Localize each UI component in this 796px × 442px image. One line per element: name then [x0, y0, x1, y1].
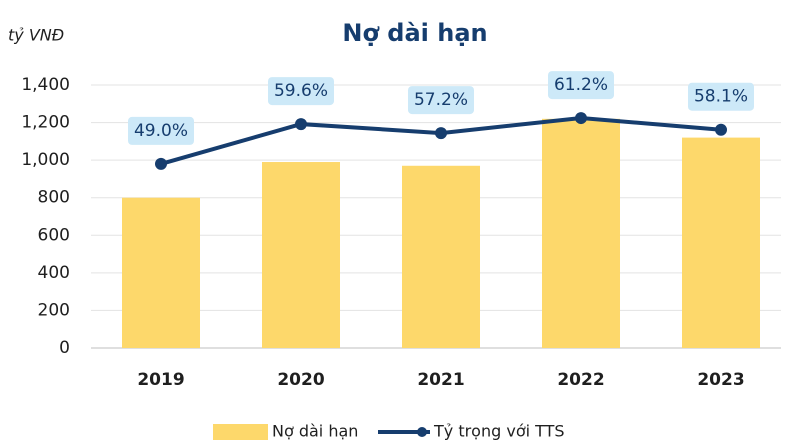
x-tick-label: 2020 [277, 370, 324, 390]
line [160, 116, 722, 166]
data-label: 61.2% [554, 75, 608, 95]
data-label: 57.2% [414, 90, 468, 110]
data-label-box [548, 71, 614, 100]
y-tick-label: 200 [38, 300, 70, 320]
data-label: 49.0% [134, 121, 188, 141]
y-tick-label: 0 [59, 338, 70, 358]
line-point [155, 157, 167, 170]
bar [122, 197, 200, 348]
data-label: 58.1% [694, 87, 748, 107]
bar [682, 137, 760, 348]
x-tick-label: 2022 [557, 370, 604, 390]
line-point [295, 118, 307, 131]
x-tick-label: 2019 [137, 370, 184, 390]
data-label: 59.6% [274, 81, 328, 101]
line-point [715, 123, 727, 136]
chart-title: Nợ dài hạn [342, 19, 487, 47]
bar [402, 165, 480, 348]
data-label-box [688, 82, 754, 111]
y-tick-label: 1,400 [21, 75, 70, 95]
legend-label: Nợ dài hạn [272, 422, 358, 441]
y-tick-label: 1,000 [21, 150, 70, 170]
line-point [435, 127, 447, 140]
legend-label: Tỷ trọng với TTS [433, 422, 565, 441]
y-axis-unit: tỷ VNĐ [8, 26, 64, 45]
legend-swatch [213, 424, 268, 440]
bar [262, 162, 340, 348]
line-point [575, 112, 587, 125]
data-label-box [128, 116, 194, 145]
legend-marker [417, 427, 427, 437]
x-tick-label: 2023 [697, 370, 744, 390]
y-tick-label: 1,200 [21, 113, 70, 133]
data-label-box [408, 86, 474, 115]
x-tick-label: 2021 [417, 370, 464, 390]
data-label-box [268, 77, 334, 106]
y-tick-label: 800 [38, 188, 70, 208]
y-tick-label: 400 [38, 263, 70, 283]
bar [542, 118, 620, 348]
y-tick-label: 600 [38, 225, 70, 245]
